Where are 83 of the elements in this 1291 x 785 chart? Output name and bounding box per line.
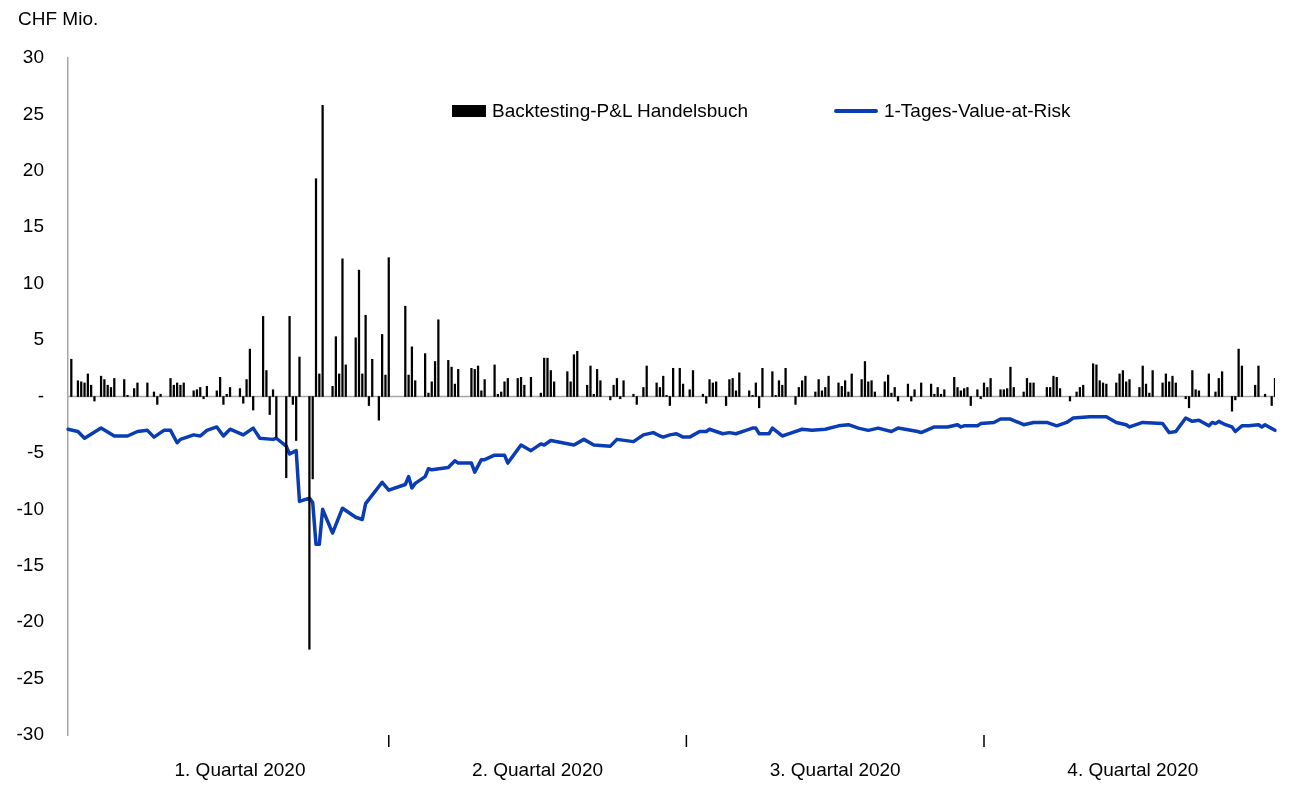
- bar: [1078, 387, 1082, 397]
- y-tick-label: 25: [22, 102, 44, 124]
- bar: [936, 387, 939, 397]
- y-axis-title: CHF Mio.: [18, 8, 99, 30]
- bar: [943, 389, 946, 397]
- bar: [516, 378, 519, 397]
- bar: [169, 378, 172, 397]
- legend-label: Backtesting-P&L Handelsbuch: [492, 100, 748, 122]
- bar: [731, 378, 734, 397]
- bar: [843, 380, 847, 397]
- bar: [136, 382, 139, 397]
- bar: [1151, 370, 1154, 397]
- bar: [804, 375, 807, 397]
- y-tick-label: -10: [16, 497, 44, 519]
- bar: [156, 396, 159, 405]
- y-tick-label: -30: [16, 723, 44, 745]
- bar: [123, 379, 126, 397]
- bar: [483, 379, 486, 397]
- bar: [566, 371, 569, 397]
- bar: [893, 387, 896, 397]
- bar: [622, 380, 625, 397]
- bar: [506, 378, 509, 397]
- bar: [321, 105, 324, 397]
- bar: [1045, 387, 1048, 397]
- bar: [655, 382, 658, 397]
- bar: [615, 378, 619, 397]
- bar: [963, 388, 966, 397]
- bar: [1025, 378, 1029, 397]
- bar: [76, 380, 80, 397]
- bar: [1009, 366, 1012, 397]
- bar: [800, 380, 804, 397]
- bar: [308, 396, 311, 650]
- bar: [228, 387, 232, 397]
- x-tick-label: 4. Quartal 2020: [1067, 758, 1199, 780]
- y-tick-label: -20: [16, 610, 44, 632]
- y-tick-label: -15: [16, 553, 44, 575]
- bar: [1095, 364, 1098, 397]
- bar: [195, 389, 199, 397]
- y-tick-label: -25: [16, 666, 44, 688]
- y-tick-label: 5: [33, 328, 44, 350]
- bar: [1257, 365, 1260, 397]
- bar: [976, 389, 979, 397]
- bar: [103, 379, 106, 397]
- bar: [1121, 370, 1125, 397]
- bar: [989, 378, 992, 397]
- legend-label: 1-Tages-Value-at-Risk: [883, 100, 1071, 122]
- bar: [777, 380, 781, 397]
- bar: [503, 381, 506, 397]
- bar: [771, 371, 774, 397]
- bar: [635, 396, 638, 405]
- bar: [837, 382, 840, 397]
- bar: [572, 354, 576, 397]
- bar: [691, 370, 695, 397]
- bar: [1237, 348, 1240, 397]
- bar: [199, 387, 202, 397]
- bar: [1171, 375, 1174, 397]
- bar: [784, 367, 787, 397]
- y-tick-label: 10: [22, 271, 44, 293]
- bar: [1194, 389, 1197, 397]
- bar: [341, 258, 344, 397]
- bar: [1220, 371, 1224, 397]
- bar: [1118, 373, 1121, 397]
- y-tick-label: 30: [22, 46, 44, 68]
- x-tick-label: 1. Quartal 2020: [174, 758, 306, 780]
- bar: [1002, 389, 1005, 397]
- y-tick-label: -: [37, 384, 44, 406]
- bar: [913, 389, 916, 397]
- x-tick-label: 2. Quartal 2020: [472, 758, 604, 780]
- bar: [1075, 391, 1078, 397]
- bar: [738, 372, 741, 397]
- bar: [1091, 363, 1095, 397]
- bar: [589, 365, 592, 397]
- bar: [827, 375, 830, 397]
- bar: [424, 353, 427, 397]
- y-tick-label: -5: [27, 441, 44, 463]
- x-tick-label: 3. Quartal 2020: [769, 758, 901, 780]
- bar: [205, 386, 209, 397]
- bar: [493, 364, 496, 397]
- bar: [113, 378, 116, 397]
- y-tick-label: 15: [22, 215, 44, 237]
- y-tick-label: 20: [22, 159, 44, 181]
- bar: [999, 389, 1002, 397]
- bar: [817, 379, 820, 397]
